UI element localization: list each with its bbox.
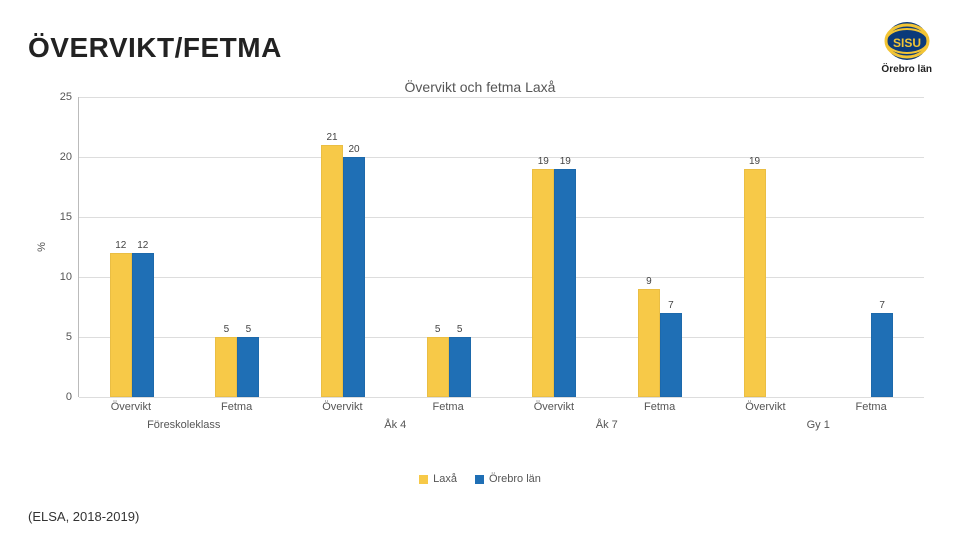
legend-label: Laxå (433, 473, 457, 485)
y-tick-label: 20 (60, 151, 72, 163)
bar-value-label: 5 (457, 324, 463, 335)
logo-sublabel: Örebro län (881, 64, 932, 75)
brand-logo: SISU Örebro län (881, 20, 932, 75)
x-agegroup-label: Föreskoleklass (78, 413, 290, 431)
bar-value-label: 9 (646, 276, 652, 287)
bar: 5 (427, 337, 449, 397)
bar: 19 (532, 169, 554, 397)
bar: 20 (343, 157, 365, 397)
x-agegroup-label: Åk 4 (290, 413, 502, 431)
bar-group: 55 (396, 97, 502, 397)
svg-text:SISU: SISU (893, 36, 921, 50)
x-axis: ÖverviktFetmaÖverviktFetmaÖverviktFetmaÖ… (78, 397, 924, 467)
x-category-label: Övervikt (78, 397, 184, 413)
x-row-agegroup: FöreskoleklassÅk 4Åk 7Gy 1 (78, 413, 924, 431)
y-axis-label: % (36, 242, 48, 252)
x-category-label: Övervikt (290, 397, 396, 413)
x-category-label: Fetma (395, 397, 501, 413)
bar-value-label: 20 (349, 144, 360, 155)
bar-groups: 121255212055191997197 (79, 97, 924, 397)
legend-swatch (475, 475, 484, 484)
bar: 5 (449, 337, 471, 397)
bar: 7 (660, 313, 682, 397)
bar-group: 7 (818, 97, 924, 397)
x-agegroup-label: Gy 1 (713, 413, 925, 431)
chart: % 0510152025 121255212055191997197 Överv… (28, 97, 932, 467)
x-agegroup-label: Åk 7 (501, 413, 713, 431)
footer-source: (ELSA, 2018-2019) (28, 509, 139, 524)
bar-value-label: 19 (560, 156, 571, 167)
bar-value-label: 12 (137, 240, 148, 251)
bar-group: 55 (185, 97, 291, 397)
x-row-category: ÖverviktFetmaÖverviktFetmaÖverviktFetmaÖ… (78, 397, 924, 413)
y-tick-label: 0 (66, 391, 72, 403)
legend-item: Örebro län (475, 473, 541, 485)
bar: 12 (132, 253, 154, 397)
bar-value-label: 21 (327, 132, 338, 143)
bar-value-label: 5 (435, 324, 441, 335)
bar-group: 2120 (290, 97, 396, 397)
y-tick-label: 10 (60, 271, 72, 283)
page-title: ÖVERVIKT/FETMA (28, 32, 282, 64)
slide: ÖVERVIKT/FETMA SISU Örebro län Övervikt … (0, 0, 960, 540)
y-tick-label: 5 (66, 331, 72, 343)
x-category-label: Övervikt (713, 397, 819, 413)
x-category-label: Fetma (607, 397, 713, 413)
bar-value-label: 19 (749, 156, 760, 167)
bar-group: 1919 (502, 97, 608, 397)
bar: 9 (638, 289, 660, 397)
bar-group: 1212 (79, 97, 185, 397)
legend-label: Örebro län (489, 473, 541, 485)
plot-area: 121255212055191997197 (78, 97, 924, 397)
sisu-logo-icon: SISU (884, 20, 930, 62)
header: ÖVERVIKT/FETMA SISU Örebro län (28, 20, 932, 75)
legend: Laxå Örebro län (28, 473, 932, 485)
chart-title: Övervikt och fetma Laxå (28, 79, 932, 95)
x-category-label: Övervikt (501, 397, 607, 413)
bar: 21 (321, 145, 343, 397)
legend-item: Laxå (419, 473, 457, 485)
bar-value-label: 7 (668, 300, 674, 311)
bar: 19 (744, 169, 766, 397)
bar-value-label: 5 (224, 324, 230, 335)
y-tick-label: 15 (60, 211, 72, 223)
bar: 5 (215, 337, 237, 397)
bar-group: 19 (713, 97, 819, 397)
x-category-label: Fetma (184, 397, 290, 413)
bar-value-label: 7 (879, 300, 885, 311)
bar: 7 (871, 313, 893, 397)
bar-group: 97 (607, 97, 713, 397)
bar: 12 (110, 253, 132, 397)
bar: 5 (237, 337, 259, 397)
y-tick-label: 25 (60, 91, 72, 103)
x-category-label: Fetma (818, 397, 924, 413)
y-axis: % 0510152025 (28, 97, 78, 397)
bar-value-label: 19 (538, 156, 549, 167)
bar-value-label: 5 (246, 324, 252, 335)
bar-value-label: 12 (115, 240, 126, 251)
legend-swatch (419, 475, 428, 484)
bar: 19 (554, 169, 576, 397)
